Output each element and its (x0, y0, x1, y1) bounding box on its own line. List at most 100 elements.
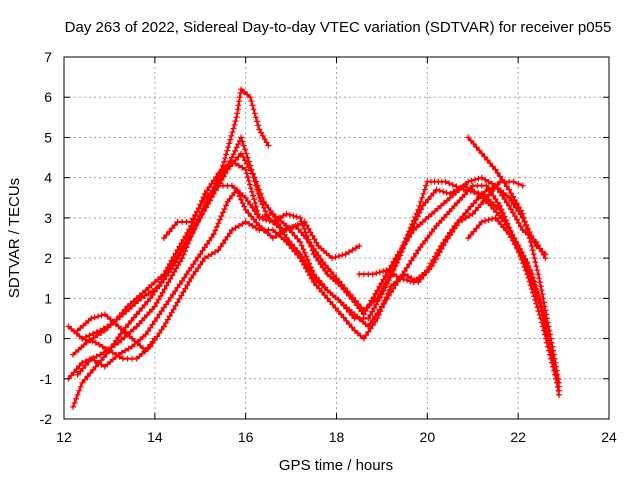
data-point (258, 224, 261, 228)
y-tick-label: -2 (40, 411, 53, 427)
data-point (467, 236, 470, 240)
data-point (421, 204, 424, 208)
data-point (462, 188, 465, 191)
data-point (353, 317, 356, 320)
data-point (217, 184, 220, 187)
data-point (530, 244, 533, 248)
data-point (99, 353, 102, 356)
data-point (162, 273, 166, 276)
data-point (535, 244, 538, 248)
data-point (467, 180, 470, 183)
data-point (303, 220, 306, 224)
data-point (507, 188, 511, 191)
data-point (189, 232, 193, 236)
data-point (398, 277, 402, 280)
data-point (167, 281, 170, 284)
data-point (467, 208, 470, 212)
data-point (230, 160, 234, 163)
data-point (371, 273, 375, 276)
data-point (521, 228, 524, 232)
data-point (117, 341, 120, 344)
data-point (548, 349, 552, 352)
data-point (203, 204, 206, 208)
data-point (494, 168, 497, 171)
data-point (312, 252, 315, 256)
data-point (439, 244, 443, 248)
x-tick-label: 14 (147, 429, 163, 445)
data-point (99, 329, 102, 332)
data-point (103, 313, 107, 316)
y-axis-label: SDTVAR / TECUs (6, 178, 23, 298)
data-point (435, 188, 438, 191)
data-point (539, 305, 543, 308)
data-point (544, 252, 547, 256)
x-axis-label: GPS time / hours (279, 457, 393, 474)
data-point (539, 285, 543, 288)
x-tick-label: 16 (238, 429, 254, 445)
data-point (90, 317, 93, 320)
data-point (285, 236, 288, 240)
data-point (326, 273, 329, 276)
data-point (407, 232, 411, 236)
data-point (521, 256, 524, 260)
data-point (80, 381, 84, 384)
data-point (230, 228, 234, 232)
data-point (176, 248, 179, 252)
data-point (485, 184, 488, 187)
y-tick-label: 6 (44, 89, 52, 105)
data-point (140, 297, 143, 300)
data-point (480, 192, 484, 195)
data-point (471, 212, 474, 216)
data-point (153, 305, 157, 308)
data-point (203, 192, 206, 195)
data-point (162, 277, 166, 280)
data-point (448, 196, 452, 199)
data-point (339, 285, 343, 288)
series-track-9 (356, 182, 549, 286)
y-tick-label: 1 (44, 290, 52, 306)
data-point (162, 236, 166, 240)
data-point (426, 180, 429, 183)
data-point (117, 325, 120, 328)
data-point (521, 212, 524, 216)
data-point (258, 196, 261, 199)
data-point (189, 224, 193, 228)
data-point (244, 168, 247, 171)
data-point (244, 196, 247, 199)
data-point (339, 313, 343, 316)
data-point (199, 252, 202, 256)
data-point (103, 365, 107, 368)
data-point (230, 156, 234, 159)
data-point (226, 200, 229, 203)
data-point (444, 180, 447, 183)
x-tick-label: 24 (601, 429, 617, 445)
data-point (158, 313, 161, 316)
y-tick-label: -1 (40, 371, 53, 387)
data-point (489, 204, 493, 208)
data-point (326, 297, 329, 300)
data-point (230, 184, 234, 187)
data-point (494, 216, 497, 220)
data-point (94, 341, 97, 344)
data-point (417, 248, 420, 252)
data-point (271, 212, 275, 216)
data-point (498, 208, 502, 212)
data-point (498, 180, 502, 183)
data-point (453, 204, 456, 208)
data-point (203, 196, 206, 199)
data-point (149, 345, 152, 348)
data-point (271, 220, 275, 224)
data-point (358, 273, 361, 276)
data-point (244, 220, 247, 224)
data-point (244, 208, 247, 212)
data-point (189, 220, 193, 224)
chart-title: Day 263 of 2022, Sidereal Day-to-day VTE… (65, 19, 612, 36)
data-point (176, 256, 179, 260)
data-point (212, 232, 216, 236)
data-point (80, 337, 84, 340)
data-point (126, 305, 129, 308)
data-point (507, 204, 511, 208)
data-point (149, 297, 152, 300)
data-point (412, 281, 415, 284)
